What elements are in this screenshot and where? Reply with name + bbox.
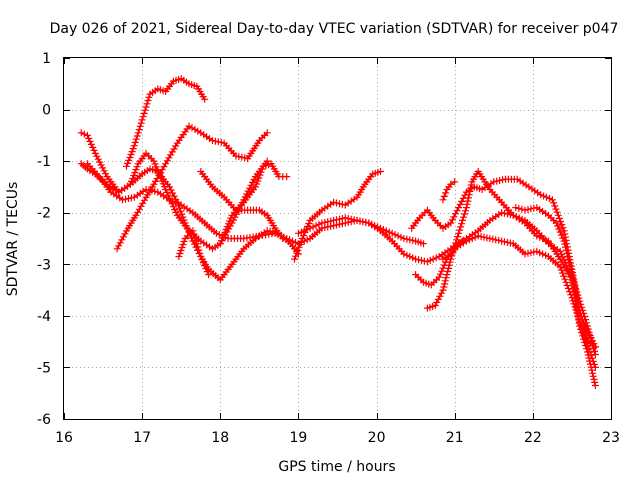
series-markers (512, 204, 599, 351)
x-tick-labels: 16 17 18 19 20 21 22 23 (55, 430, 620, 446)
series-markers (439, 178, 459, 204)
grid-lines (64, 58, 611, 419)
y-tick-label: -3 (37, 257, 51, 273)
series-track-4 (113, 122, 271, 253)
chart-title: Day 026 of 2021, Sidereal Day-to-day VTE… (50, 21, 619, 37)
series-track-6 (175, 227, 213, 279)
series-markers (113, 122, 271, 253)
x-tick-label: 17 (133, 430, 151, 446)
series-track-16 (512, 204, 599, 351)
y-tick-label: 0 (42, 103, 51, 119)
y-tick-labels: -6 -5 -4 -3 -2 -1 0 1 (37, 51, 51, 428)
y-tick-label: -1 (37, 154, 51, 170)
series-line (80, 163, 299, 281)
y-axis-label: SDTVAR / TECUs (5, 182, 21, 297)
series-markers (294, 214, 427, 248)
plot-frame (63, 57, 612, 420)
series-markers (291, 168, 384, 263)
axis-ticks (64, 58, 612, 420)
y-tick-label: -4 (37, 309, 51, 325)
series-track-5 (123, 75, 209, 170)
x-tick-label: 22 (524, 430, 542, 446)
x-tick-label: 23 (602, 430, 620, 446)
series-markers (216, 160, 291, 248)
series-markers (123, 75, 209, 170)
y-tick-label: -2 (37, 206, 51, 222)
series-track-8 (216, 160, 291, 248)
series-line (86, 163, 463, 263)
series-track-10 (294, 214, 427, 248)
x-tick-label: 18 (211, 430, 229, 446)
y-tick-label: -6 (37, 412, 51, 428)
x-tick-label: 19 (290, 430, 308, 446)
series-markers (439, 209, 599, 358)
x-tick-label: 16 (55, 430, 73, 446)
series-track-14 (439, 209, 599, 358)
series-track-13 (412, 232, 599, 371)
x-tick-label: 21 (446, 430, 464, 446)
series-track-9 (291, 168, 384, 263)
series-markers (175, 227, 213, 279)
y-tick-label: -5 (37, 360, 51, 376)
plot-series (77, 75, 599, 389)
x-axis-label: GPS time / hours (278, 459, 395, 475)
series-track-15 (439, 178, 459, 204)
y-tick-label: 1 (42, 51, 51, 67)
x-tick-label: 20 (368, 430, 386, 446)
